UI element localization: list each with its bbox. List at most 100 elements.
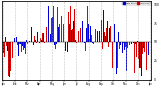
- Bar: [22, 42, 23, 46]
- Bar: [84, 18, 85, 42]
- Bar: [95, 23, 96, 42]
- Bar: [33, 42, 34, 45]
- Bar: [79, 42, 80, 51]
- Bar: [96, 42, 97, 46]
- Bar: [37, 32, 38, 42]
- Bar: [102, 42, 103, 49]
- Bar: [144, 42, 145, 52]
- Bar: [52, 17, 53, 42]
- Bar: [55, 42, 56, 49]
- Bar: [114, 24, 115, 42]
- Bar: [127, 42, 128, 53]
- Bar: [5, 37, 6, 42]
- Bar: [72, 29, 73, 42]
- Bar: [142, 42, 143, 54]
- Bar: [71, 30, 72, 42]
- Bar: [47, 42, 48, 57]
- Bar: [120, 42, 121, 45]
- Bar: [63, 24, 64, 42]
- Bar: [9, 42, 10, 77]
- Bar: [133, 42, 134, 43]
- Bar: [12, 42, 13, 58]
- Bar: [131, 42, 132, 44]
- Bar: [69, 24, 70, 42]
- Bar: [140, 42, 141, 68]
- Bar: [118, 32, 119, 42]
- Bar: [141, 42, 142, 76]
- Bar: [105, 36, 106, 42]
- Bar: [76, 42, 77, 44]
- Bar: [145, 42, 146, 57]
- Bar: [53, 6, 54, 42]
- Bar: [146, 42, 147, 50]
- Bar: [51, 18, 52, 42]
- Bar: [15, 24, 16, 42]
- Bar: [46, 23, 47, 42]
- Bar: [50, 34, 51, 42]
- Bar: [77, 30, 78, 42]
- Bar: [10, 42, 11, 71]
- Bar: [56, 42, 57, 44]
- Bar: [110, 26, 111, 42]
- Bar: [27, 42, 28, 58]
- Bar: [24, 42, 25, 48]
- Bar: [115, 42, 116, 50]
- Bar: [73, 21, 74, 42]
- Bar: [83, 42, 84, 47]
- Bar: [18, 42, 19, 56]
- Bar: [48, 6, 49, 42]
- Bar: [66, 21, 67, 42]
- Bar: [135, 42, 136, 44]
- Legend: Dew Point, Humidity: Dew Point, Humidity: [122, 2, 150, 5]
- Bar: [101, 20, 102, 42]
- Bar: [82, 21, 83, 42]
- Bar: [99, 31, 100, 42]
- Bar: [8, 42, 9, 76]
- Bar: [6, 42, 7, 46]
- Bar: [19, 42, 20, 44]
- Bar: [34, 36, 35, 42]
- Bar: [58, 27, 59, 42]
- Bar: [124, 42, 125, 50]
- Bar: [14, 38, 15, 42]
- Bar: [97, 11, 98, 42]
- Bar: [91, 35, 92, 42]
- Bar: [40, 38, 41, 42]
- Bar: [108, 42, 109, 48]
- Bar: [29, 41, 30, 42]
- Bar: [92, 42, 93, 43]
- Bar: [65, 42, 66, 51]
- Bar: [74, 9, 75, 42]
- Bar: [89, 39, 90, 42]
- Bar: [78, 31, 79, 42]
- Bar: [147, 42, 148, 60]
- Bar: [129, 42, 130, 45]
- Bar: [86, 28, 87, 42]
- Bar: [93, 42, 94, 44]
- Bar: [134, 42, 135, 73]
- Bar: [25, 42, 26, 54]
- Bar: [123, 42, 124, 43]
- Bar: [41, 40, 42, 42]
- Bar: [59, 39, 60, 42]
- Bar: [28, 42, 29, 67]
- Bar: [67, 42, 68, 52]
- Bar: [54, 42, 55, 45]
- Bar: [42, 33, 43, 42]
- Bar: [90, 26, 91, 42]
- Bar: [148, 42, 149, 48]
- Bar: [16, 37, 17, 42]
- Bar: [21, 42, 22, 52]
- Bar: [57, 7, 58, 42]
- Bar: [112, 42, 113, 68]
- Bar: [119, 42, 120, 49]
- Bar: [35, 40, 36, 42]
- Bar: [20, 42, 21, 44]
- Bar: [80, 28, 81, 42]
- Bar: [137, 41, 138, 42]
- Bar: [61, 17, 62, 42]
- Bar: [3, 42, 4, 53]
- Bar: [31, 27, 32, 42]
- Bar: [60, 33, 61, 42]
- Bar: [64, 31, 65, 42]
